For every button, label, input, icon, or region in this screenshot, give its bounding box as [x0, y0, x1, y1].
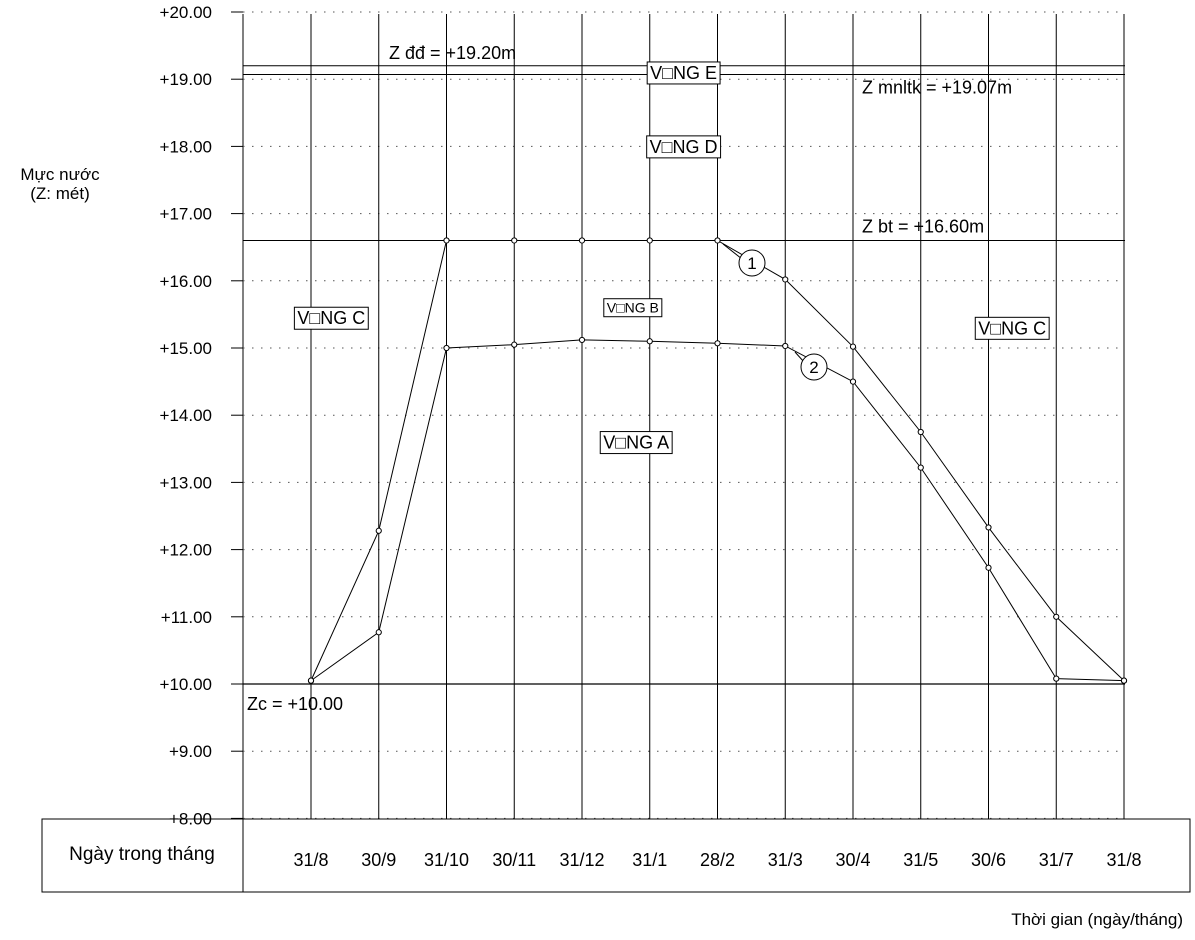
series-1-point — [1053, 613, 1060, 620]
series-1-point — [917, 428, 924, 436]
zone-label: V□NG E — [650, 63, 717, 83]
series-marker-leader — [722, 243, 743, 260]
x-axis-title: Thời gian (ngày/tháng) — [1011, 910, 1183, 929]
x-tick-label: 31/3 — [768, 850, 803, 870]
series-2-point — [1120, 677, 1128, 684]
y-tick-label: +20.00 — [160, 3, 212, 22]
y-axis-title-line-1: Mực nước — [20, 165, 100, 184]
series-2-point — [578, 336, 586, 344]
y-axis-title-line-2: (Z: mét) — [30, 184, 90, 203]
series-2-point — [375, 629, 382, 636]
date-table — [41, 818, 1191, 893]
series-2-point — [443, 344, 450, 352]
series-1-point — [985, 524, 992, 531]
x-tick-label: 31/12 — [559, 850, 604, 870]
series-2-point — [782, 342, 789, 350]
series-2-point — [307, 677, 315, 684]
series-1-point — [849, 343, 857, 350]
x-tick-label: 31/7 — [1039, 850, 1074, 870]
y-tick-label: +14.00 — [160, 406, 212, 425]
series-1-point — [782, 276, 789, 283]
date-row-title: Ngày trong tháng — [69, 844, 215, 865]
zone-label-box — [293, 306, 369, 330]
series-marker-circle — [738, 249, 766, 277]
y-tick-label: +13.00 — [160, 473, 212, 492]
zone-labels: V□NG E V□NG D V□NG C V□NG B V□NG C V□NG A — [293, 61, 1050, 455]
y-tick-label: +19.00 — [160, 70, 212, 89]
ref-label-zbt: Z bt = +16.60m — [862, 216, 984, 236]
y-tick-label: +9.00 — [169, 742, 212, 761]
series-1-point — [443, 237, 450, 244]
zone-label: V□NG C — [978, 318, 1046, 338]
reference-lines: Z đđ = +19.20m Z mnltk = +19.07m Z bt = +1… — [243, 43, 1125, 714]
series-2-point — [849, 378, 857, 385]
series-marker-circle — [800, 353, 828, 381]
y-tick-label: +11.00 — [161, 608, 212, 627]
series-2-point — [985, 564, 992, 571]
ref-label-zdd: Z đđ = +19.20m — [389, 43, 516, 63]
series-marker-label: 1 — [747, 254, 756, 273]
y-tick-label: +18.00 — [160, 137, 212, 156]
x-tick-label: 31/5 — [903, 850, 938, 870]
x-tick-label: 31/8 — [293, 850, 328, 870]
x-tick-label: 28/2 — [700, 850, 735, 870]
zone-label-box — [646, 135, 722, 159]
series-1-point — [375, 527, 382, 534]
series-2-point — [1053, 675, 1060, 682]
series-1-point — [714, 237, 721, 244]
series-2-point — [511, 341, 518, 348]
zone-label: V□NG B — [607, 300, 659, 316]
x-tick-label: 30/6 — [971, 850, 1006, 870]
series-2-point — [714, 340, 721, 347]
series-1-point — [578, 237, 586, 244]
series-marker-label: 2 — [809, 358, 818, 377]
series-2-point — [646, 338, 653, 345]
ref-label-zc: Zc = +10.00 — [247, 694, 343, 714]
y-tick-label: +10.00 — [160, 675, 212, 694]
zone-label: V□NG C — [297, 308, 365, 328]
zone-label-box — [603, 298, 663, 318]
series-lines: 12 — [307, 237, 1128, 684]
ref-label-zmnltk: Z mnltk = +19.07m — [862, 77, 1012, 97]
x-tick-label: 30/11 — [492, 850, 536, 870]
grid — [231, 11, 1125, 819]
x-tick-label: 31/8 — [1106, 850, 1141, 870]
tick-labels: +8.00+9.00+10.00+11.00+12.00+13.00+14.00… — [160, 3, 1142, 870]
y-tick-label: +16.00 — [160, 272, 212, 291]
zone-label: V□NG A — [603, 433, 669, 453]
zone-label-box — [599, 431, 673, 455]
y-tick-label: +12.00 — [160, 541, 212, 560]
x-tick-label: 30/4 — [835, 850, 870, 870]
series-1-point — [511, 237, 518, 244]
y-tick-label: +17.00 — [160, 205, 212, 224]
x-tick-label: 31/10 — [424, 850, 469, 870]
zone-label-box — [974, 316, 1050, 340]
y-tick-label: +15.00 — [160, 339, 212, 358]
x-tick-label: 31/1 — [632, 850, 667, 870]
x-tick-label: 30/9 — [361, 850, 396, 870]
zone-label-box — [646, 61, 721, 85]
zone-label: V□NG D — [650, 137, 718, 157]
series-1-point — [646, 237, 653, 244]
series-2-point — [917, 464, 924, 471]
